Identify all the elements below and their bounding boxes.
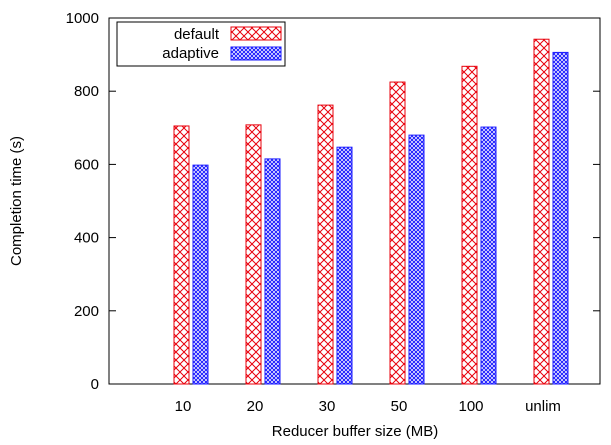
x-tick-label: 10	[175, 398, 192, 415]
bar-default-unlim	[533, 38, 550, 385]
bar-default-30	[317, 104, 334, 385]
bar-adaptive-50	[408, 134, 425, 385]
x-tick-label: 30	[319, 398, 336, 415]
bar-default-50	[389, 81, 406, 385]
x-axis-label: Reducer buffer size (MB)	[272, 423, 438, 440]
y-tick-label: 600	[74, 156, 99, 173]
legend: default adaptive	[116, 21, 286, 67]
x-tick-label: 20	[247, 398, 264, 415]
y-tick-label: 800	[74, 83, 99, 100]
plot-area	[108, 17, 601, 385]
y-axis-ticks: 0 200 400 600 800 1000	[66, 10, 600, 393]
bars-group	[173, 38, 569, 385]
legend-label-adaptive: adaptive	[162, 45, 219, 62]
x-tick-label: unlim	[525, 398, 561, 415]
x-tick-label: 50	[391, 398, 408, 415]
x-axis-ticks: 10 20 30 50 100 unlim	[175, 377, 561, 415]
y-tick-label: 200	[74, 303, 99, 320]
bar-adaptive-20	[264, 158, 281, 385]
y-tick-label: 0	[91, 376, 99, 393]
bar-adaptive-unlim	[552, 51, 569, 385]
bar-default-10	[173, 125, 190, 385]
bar-adaptive-100	[480, 126, 497, 385]
bar-default-100	[461, 65, 478, 385]
legend-swatch-default	[230, 26, 282, 41]
bar-default-20	[245, 124, 262, 385]
bar-adaptive-30	[336, 146, 353, 385]
y-tick-label: 400	[74, 230, 99, 247]
x-tick-label: 100	[458, 398, 483, 415]
legend-label-default: default	[174, 26, 220, 43]
bar-adaptive-10	[192, 164, 209, 385]
y-axis-label: Completion time (s)	[8, 136, 25, 266]
legend-swatch-adaptive	[230, 46, 282, 61]
y-tick-label: 1000	[66, 10, 99, 27]
